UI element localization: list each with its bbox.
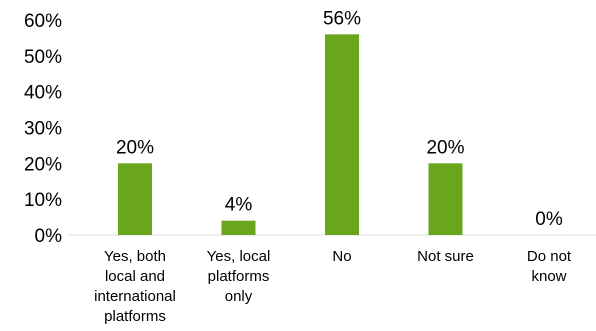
bar [325, 34, 359, 236]
y-tick-label: 20% [24, 154, 62, 175]
data-label: 20% [116, 137, 154, 158]
category-label: Do not know [527, 248, 572, 285]
category-label-line: Do not [527, 248, 572, 265]
y-tick-label: 10% [24, 190, 62, 211]
data-label: 20% [426, 137, 464, 158]
bar [428, 163, 463, 235]
y-tick-label: 0% [35, 226, 63, 247]
category-label-line: Not sure [417, 248, 474, 265]
data-labels-group: 20% 4% 56% 20% 0% [116, 8, 563, 230]
category-label-line: international [94, 288, 176, 305]
data-label: 0% [535, 209, 563, 230]
category-label-line: platforms [208, 268, 270, 285]
y-tick-label: 40% [24, 83, 62, 104]
category-label-line: only [225, 288, 253, 305]
category-label: Not sure [417, 248, 474, 265]
category-label-line: platforms [104, 308, 166, 325]
y-axis-ticks: 0% 10% 20% 30% 40% 50% 60% [24, 11, 62, 247]
category-labels-group: Yes, both local and international platforms… [94, 248, 572, 325]
bars-group [118, 34, 463, 236]
y-tick-label: 50% [24, 47, 62, 68]
category-label: No [332, 248, 351, 265]
category-label-line: Yes, both [104, 248, 166, 265]
category-label-line: Yes, local [207, 248, 271, 265]
bar [221, 220, 256, 235]
bar [118, 163, 152, 235]
category-label: Yes, both local and international platforms [94, 248, 176, 325]
category-label-line: know [531, 268, 566, 285]
y-tick-label: 30% [24, 119, 62, 140]
y-tick-label: 60% [24, 11, 62, 32]
data-label: 4% [225, 195, 253, 216]
data-label: 56% [323, 8, 361, 29]
category-label-line: No [332, 248, 351, 265]
category-label: Yes, local platforms only [207, 248, 271, 305]
category-label-line: local and [105, 268, 165, 285]
